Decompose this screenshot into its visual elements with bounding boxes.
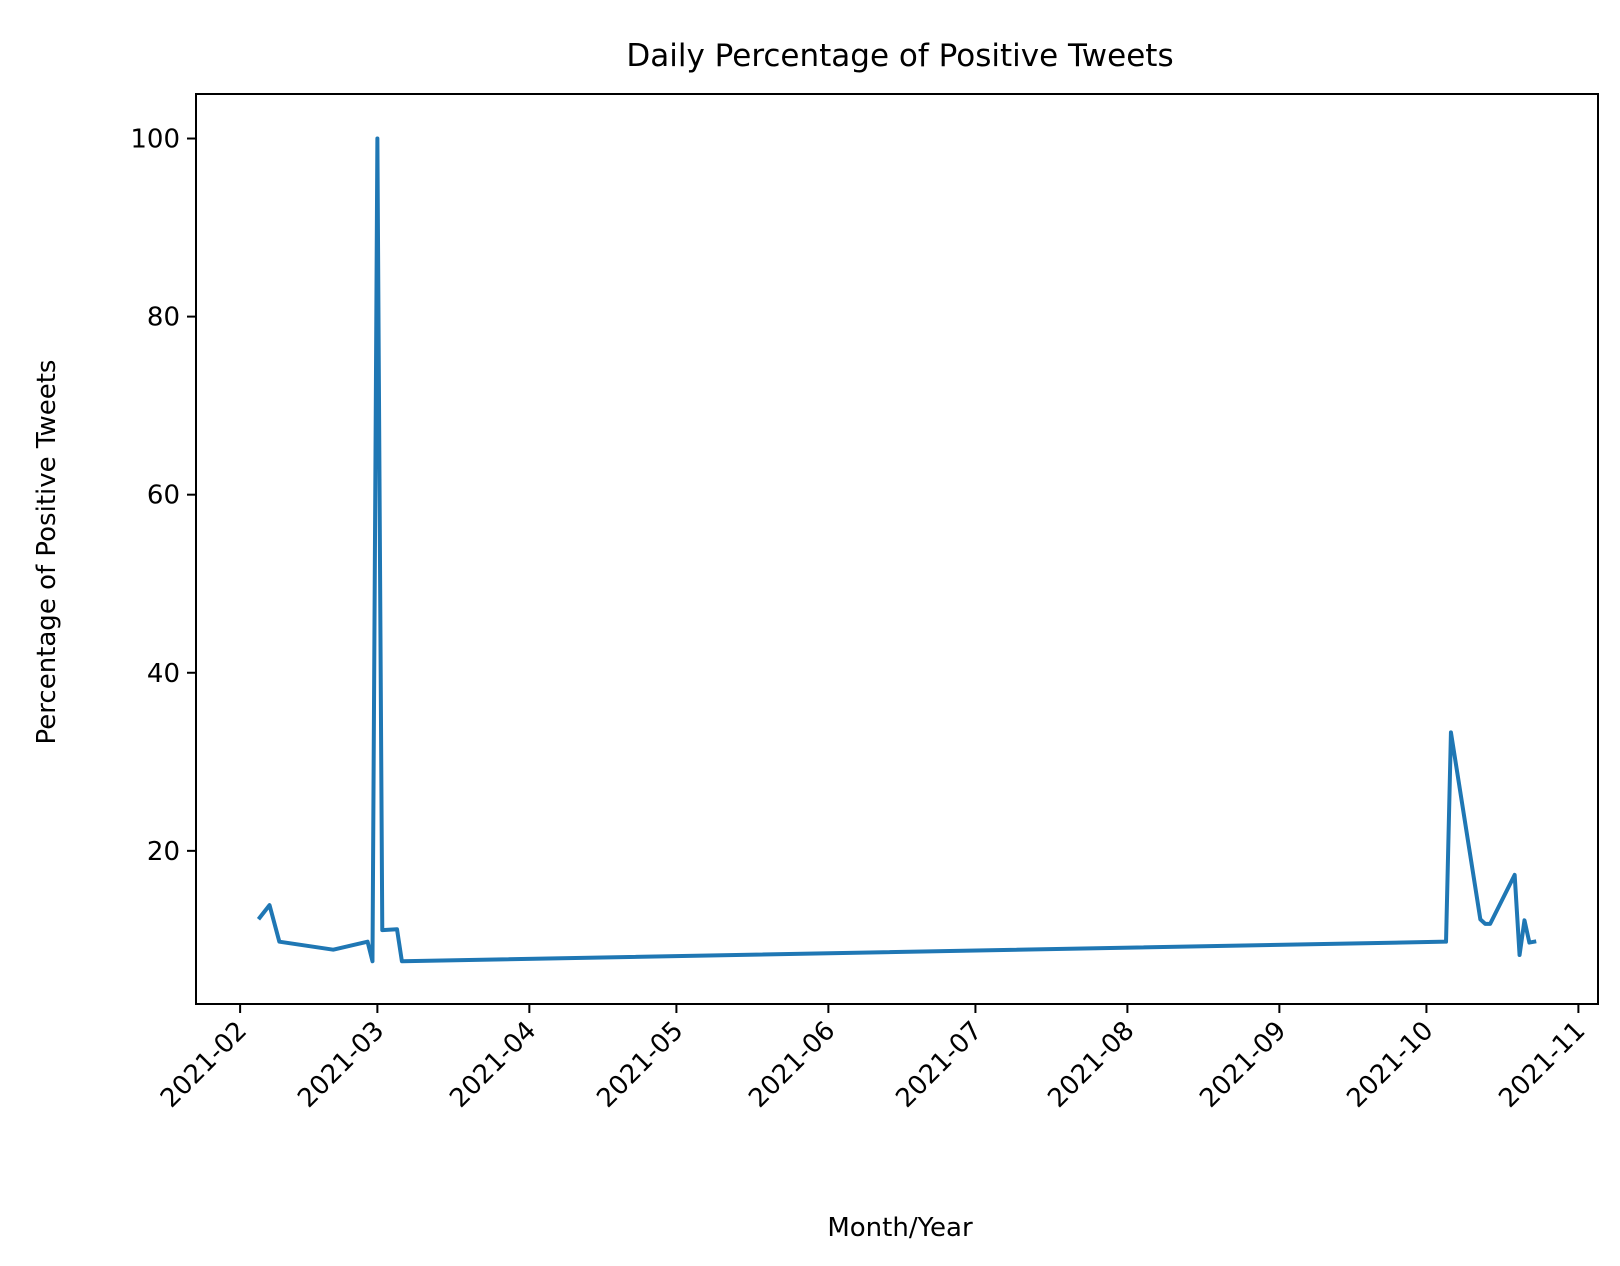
x-axis-label: Month/Year	[827, 1213, 973, 1243]
plot-area	[196, 94, 1598, 1004]
y-axis-label: Percentage of Positive Tweets	[32, 360, 62, 745]
x-tick-label: 2021-02	[155, 1016, 253, 1114]
y-tick-label: 60	[147, 481, 180, 511]
x-tick-label: 2021-08	[1042, 1016, 1140, 1114]
x-tick-label: 2021-11	[1493, 1016, 1591, 1114]
x-tick-label: 2021-03	[292, 1016, 390, 1114]
chart-title: Daily Percentage of Positive Tweets	[626, 38, 1173, 74]
axes-frame	[195, 93, 1599, 1005]
x-tick-label: 2021-07	[890, 1016, 988, 1114]
x-tick-label: 2021-06	[743, 1016, 841, 1114]
y-tick-label: 20	[147, 837, 180, 867]
y-tick-label: 100	[130, 125, 180, 155]
series-layer	[256, 136, 1537, 964]
x-tick-label: 2021-04	[444, 1016, 542, 1114]
y-tick-label: 80	[147, 303, 180, 333]
x-tick-label: 2021-05	[591, 1016, 689, 1114]
y-tick-label: 40	[147, 659, 180, 689]
x-tick-label: 2021-09	[1194, 1016, 1292, 1114]
plot-background	[196, 94, 1598, 1004]
x-tick-label: 2021-10	[1341, 1016, 1439, 1114]
series-line-0	[256, 136, 1537, 964]
